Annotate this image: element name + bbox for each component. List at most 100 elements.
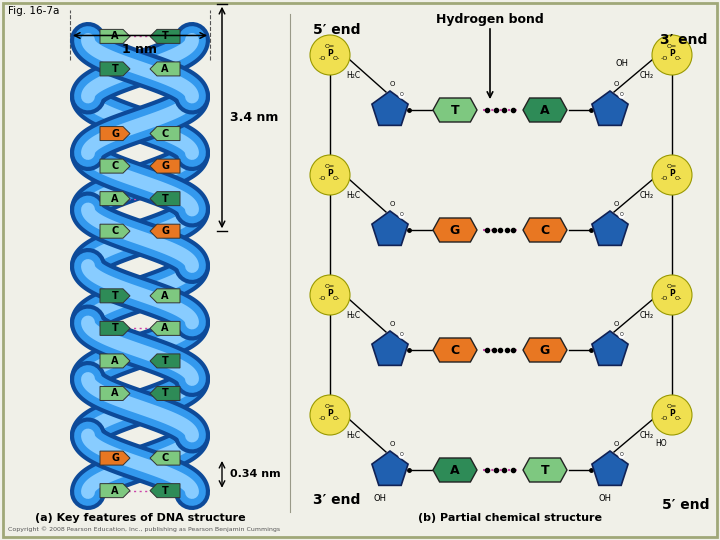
Text: C: C: [112, 161, 119, 171]
Text: P: P: [669, 168, 675, 178]
Text: O: O: [613, 81, 618, 87]
Text: O: O: [390, 321, 395, 327]
Polygon shape: [372, 211, 408, 245]
Text: C: C: [541, 224, 549, 237]
Polygon shape: [433, 338, 477, 362]
Polygon shape: [372, 451, 408, 485]
Text: 3.4 nm: 3.4 nm: [230, 111, 279, 124]
Polygon shape: [523, 218, 567, 242]
FancyBboxPatch shape: [3, 3, 717, 537]
Polygon shape: [372, 91, 408, 125]
Text: 5′ end: 5′ end: [313, 23, 361, 37]
Text: H₂C: H₂C: [346, 192, 360, 200]
Text: H₂C: H₂C: [346, 431, 360, 441]
Text: A: A: [450, 463, 460, 476]
Text: A: A: [112, 31, 119, 42]
Text: 3′ end: 3′ end: [313, 493, 361, 507]
Polygon shape: [100, 224, 130, 238]
Text: O=: O=: [667, 44, 677, 50]
Polygon shape: [100, 451, 130, 465]
Text: P: P: [669, 49, 675, 57]
Text: O: O: [400, 212, 403, 217]
Polygon shape: [592, 91, 628, 125]
Text: O: O: [400, 452, 403, 457]
Text: -O: -O: [318, 57, 325, 62]
Text: T: T: [112, 291, 118, 301]
Text: A: A: [540, 104, 550, 117]
Text: O: O: [390, 441, 395, 447]
Text: O: O: [390, 201, 395, 207]
Text: O-: O-: [675, 177, 682, 181]
Circle shape: [652, 155, 692, 195]
Text: P: P: [669, 288, 675, 298]
Text: A: A: [112, 194, 119, 204]
Text: O=: O=: [667, 165, 677, 170]
Text: A: A: [161, 291, 168, 301]
Polygon shape: [100, 192, 130, 206]
Text: -O: -O: [318, 416, 325, 422]
Polygon shape: [150, 451, 180, 465]
Text: O=: O=: [325, 165, 335, 170]
Text: CH₂: CH₂: [640, 71, 654, 80]
Text: T: T: [161, 485, 168, 496]
Text: HO: HO: [655, 438, 667, 448]
Text: (b) Partial chemical structure: (b) Partial chemical structure: [418, 513, 602, 523]
Text: O: O: [619, 452, 623, 457]
Text: P: P: [327, 288, 333, 298]
Text: (a) Key features of DNA structure: (a) Key features of DNA structure: [35, 513, 246, 523]
Text: T: T: [161, 388, 168, 399]
Polygon shape: [150, 289, 180, 303]
Polygon shape: [100, 62, 130, 76]
Polygon shape: [592, 211, 628, 245]
Text: G: G: [111, 453, 119, 463]
Text: O-: O-: [333, 416, 340, 422]
Polygon shape: [372, 331, 408, 366]
Text: O-: O-: [333, 296, 340, 301]
Text: O-: O-: [333, 177, 340, 181]
Text: O=: O=: [325, 44, 335, 50]
Text: O: O: [619, 212, 623, 217]
Text: A: A: [112, 388, 119, 399]
Text: 1 nm: 1 nm: [122, 44, 158, 57]
Text: O: O: [400, 92, 403, 97]
Text: CH₂: CH₂: [640, 192, 654, 200]
Text: -O: -O: [318, 177, 325, 181]
Text: T: T: [161, 356, 168, 366]
Text: P: P: [327, 168, 333, 178]
Polygon shape: [100, 484, 130, 498]
Polygon shape: [100, 289, 130, 303]
Text: Hydrogen bond: Hydrogen bond: [436, 14, 544, 26]
Text: P: P: [327, 408, 333, 417]
Polygon shape: [150, 321, 180, 335]
Text: A: A: [112, 485, 119, 496]
Polygon shape: [150, 387, 180, 401]
Polygon shape: [433, 218, 477, 242]
Polygon shape: [100, 159, 130, 173]
Text: O: O: [613, 321, 618, 327]
Text: O: O: [613, 441, 618, 447]
Text: C: C: [161, 129, 168, 139]
Text: O-: O-: [675, 296, 682, 301]
Text: T: T: [451, 104, 459, 117]
Polygon shape: [150, 484, 180, 498]
Text: O: O: [613, 201, 618, 207]
Text: 3′ end: 3′ end: [660, 33, 707, 47]
Circle shape: [310, 35, 350, 75]
Polygon shape: [100, 387, 130, 401]
Text: Fig. 16-7a: Fig. 16-7a: [8, 6, 59, 16]
Text: -O: -O: [660, 416, 667, 422]
Polygon shape: [150, 126, 180, 140]
Text: OH: OH: [598, 494, 611, 503]
Text: G: G: [450, 224, 460, 237]
Text: H₂C: H₂C: [346, 312, 360, 321]
Polygon shape: [592, 331, 628, 366]
Text: O: O: [390, 81, 395, 87]
Polygon shape: [433, 98, 477, 122]
Polygon shape: [100, 354, 130, 368]
Text: T: T: [161, 194, 168, 204]
Text: P: P: [327, 49, 333, 57]
Text: G: G: [161, 226, 169, 236]
Text: CH₂: CH₂: [640, 312, 654, 321]
Text: -O: -O: [660, 57, 667, 62]
Polygon shape: [150, 192, 180, 206]
